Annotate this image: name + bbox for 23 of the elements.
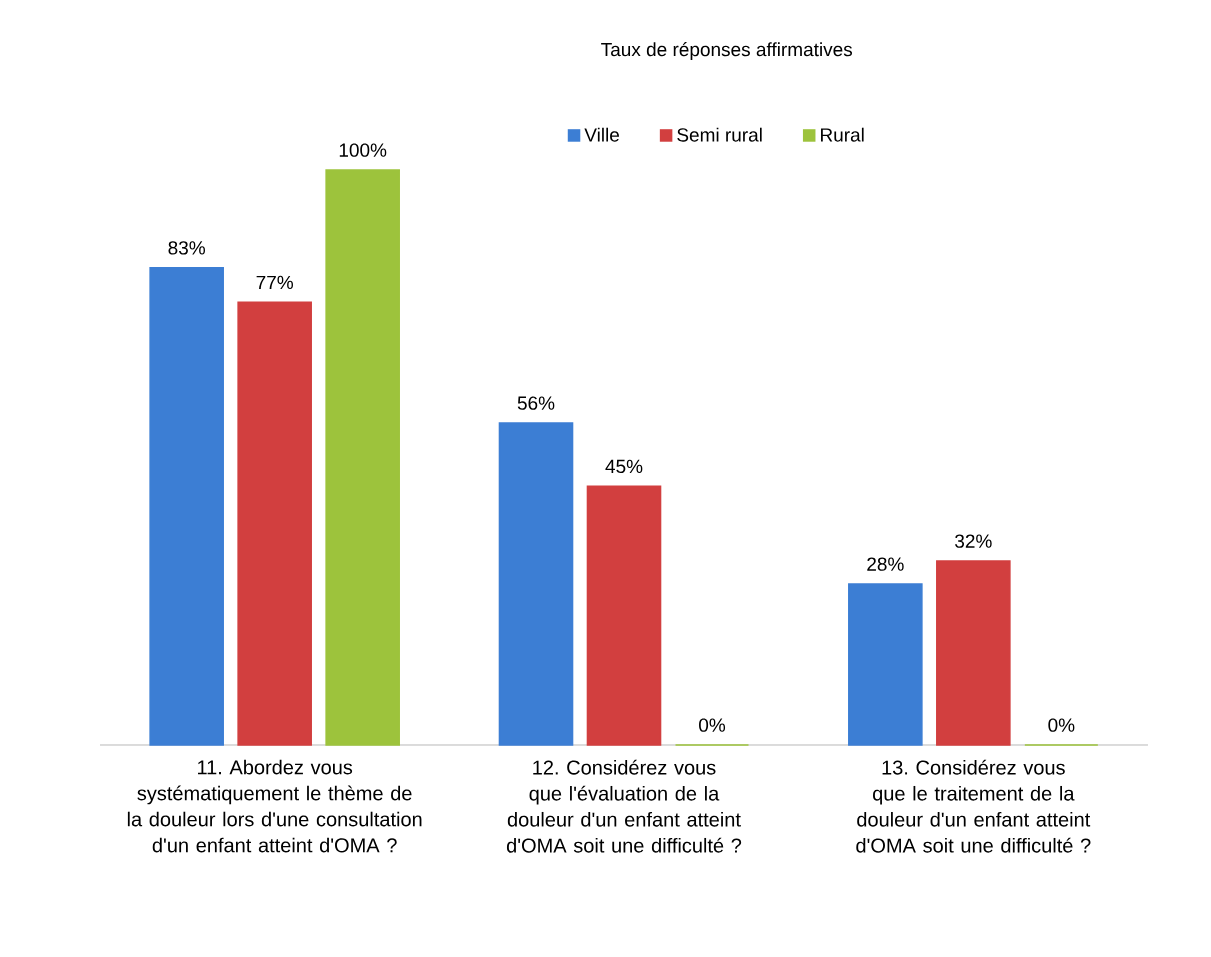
bar — [586, 485, 662, 746]
x-tick-label: 13. Considérez vous que le traitement de la douleur d'un enfant atteint d'OMA soit une difficulté ? — [856, 759, 1091, 853]
data-label: 0% — [699, 718, 726, 732]
data-label: 45% — [605, 459, 643, 474]
data-label: 77% — [256, 275, 293, 290]
bar — [848, 583, 923, 746]
data-label: 83% — [168, 241, 205, 255]
chart-title: Taux de réponses affirmatives — [601, 42, 853, 61]
bar — [936, 560, 1011, 746]
legend-label: Rural — [821, 127, 864, 142]
bar — [149, 266, 224, 746]
data-label: 32% — [955, 534, 992, 548]
bar — [498, 422, 574, 746]
data-label: 100% — [339, 143, 387, 157]
bar — [325, 169, 400, 746]
bar — [237, 301, 312, 746]
x-tick-label: 12. Considérez vous que l'évaluation de la douleur d'un enfant atteint d'OMA soit une difficulté ? — [506, 759, 742, 853]
data-label: 0% — [1048, 718, 1075, 732]
x-tick-label: 11. Abordez vous systématiquement le thème de la douleur lors d'une consultation d'un enfant atteint d'OMA ? — [127, 759, 422, 853]
data-label: 28% — [867, 557, 904, 571]
legend-label: Ville — [584, 127, 619, 142]
data-label: 56% — [517, 396, 555, 410]
legend-label: Semi rural — [677, 127, 762, 142]
